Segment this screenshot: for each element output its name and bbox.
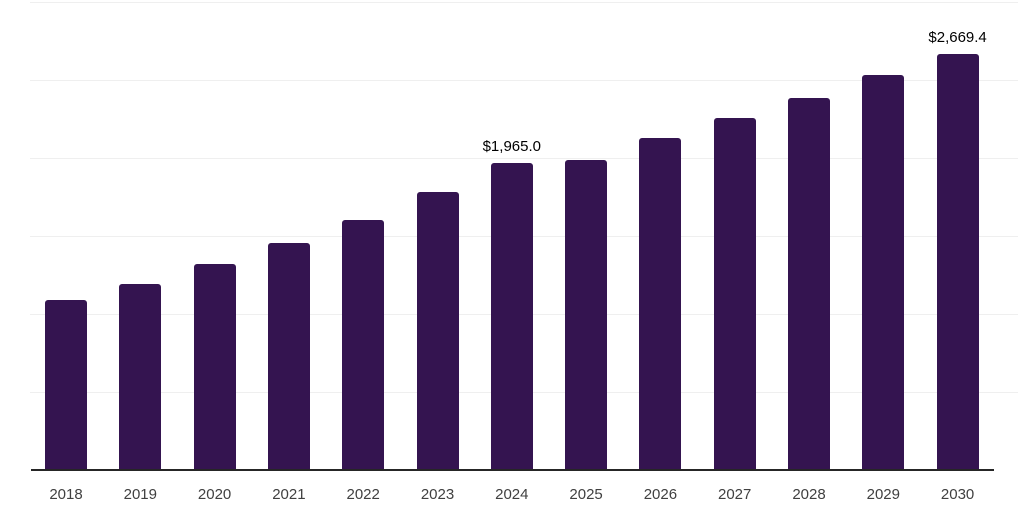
bar-2030[interactable]	[936, 53, 979, 470]
bar-2029[interactable]	[862, 74, 905, 470]
gridline	[30, 2, 1018, 3]
bar-2020[interactable]	[193, 264, 236, 470]
x-tick-label-2018: 2018	[49, 486, 83, 503]
bar-2018[interactable]	[45, 299, 87, 470]
x-tick-label-2025: 2025	[569, 486, 603, 503]
gridline	[30, 80, 1018, 81]
bar-2028[interactable]	[788, 97, 830, 470]
bar-2025[interactable]	[565, 160, 608, 470]
x-tick-label-2021: 2021	[272, 486, 306, 503]
x-tick-label-2022: 2022	[346, 486, 380, 503]
x-tick-label-2023: 2023	[420, 486, 455, 503]
bar-2021[interactable]	[267, 243, 310, 470]
bar-2023[interactable]	[416, 191, 459, 470]
x-tick-label-2030: 2030	[940, 486, 975, 503]
bar-2024[interactable]	[490, 163, 533, 470]
gridline	[30, 158, 1018, 159]
x-tick-label-2019: 2019	[123, 486, 157, 503]
bar-2022[interactable]	[342, 219, 385, 470]
bar-value-label-2024: $1,965.0	[482, 138, 541, 156]
x-tick-label-2020: 2020	[197, 486, 232, 503]
x-tick-label-2024: 2024	[495, 486, 529, 503]
x-tick-label-2028: 2028	[792, 486, 826, 503]
x-tick-label-2029: 2029	[866, 486, 900, 503]
x-axis-line	[31, 469, 994, 471]
bar-2019[interactable]	[119, 283, 162, 470]
bar-value-label-2030: $2,669.4	[928, 28, 987, 46]
x-tick-label-2026: 2026	[643, 486, 678, 503]
bar-2027[interactable]	[713, 118, 756, 470]
bar-2026[interactable]	[639, 137, 682, 470]
x-tick-label-2027: 2027	[718, 486, 752, 503]
